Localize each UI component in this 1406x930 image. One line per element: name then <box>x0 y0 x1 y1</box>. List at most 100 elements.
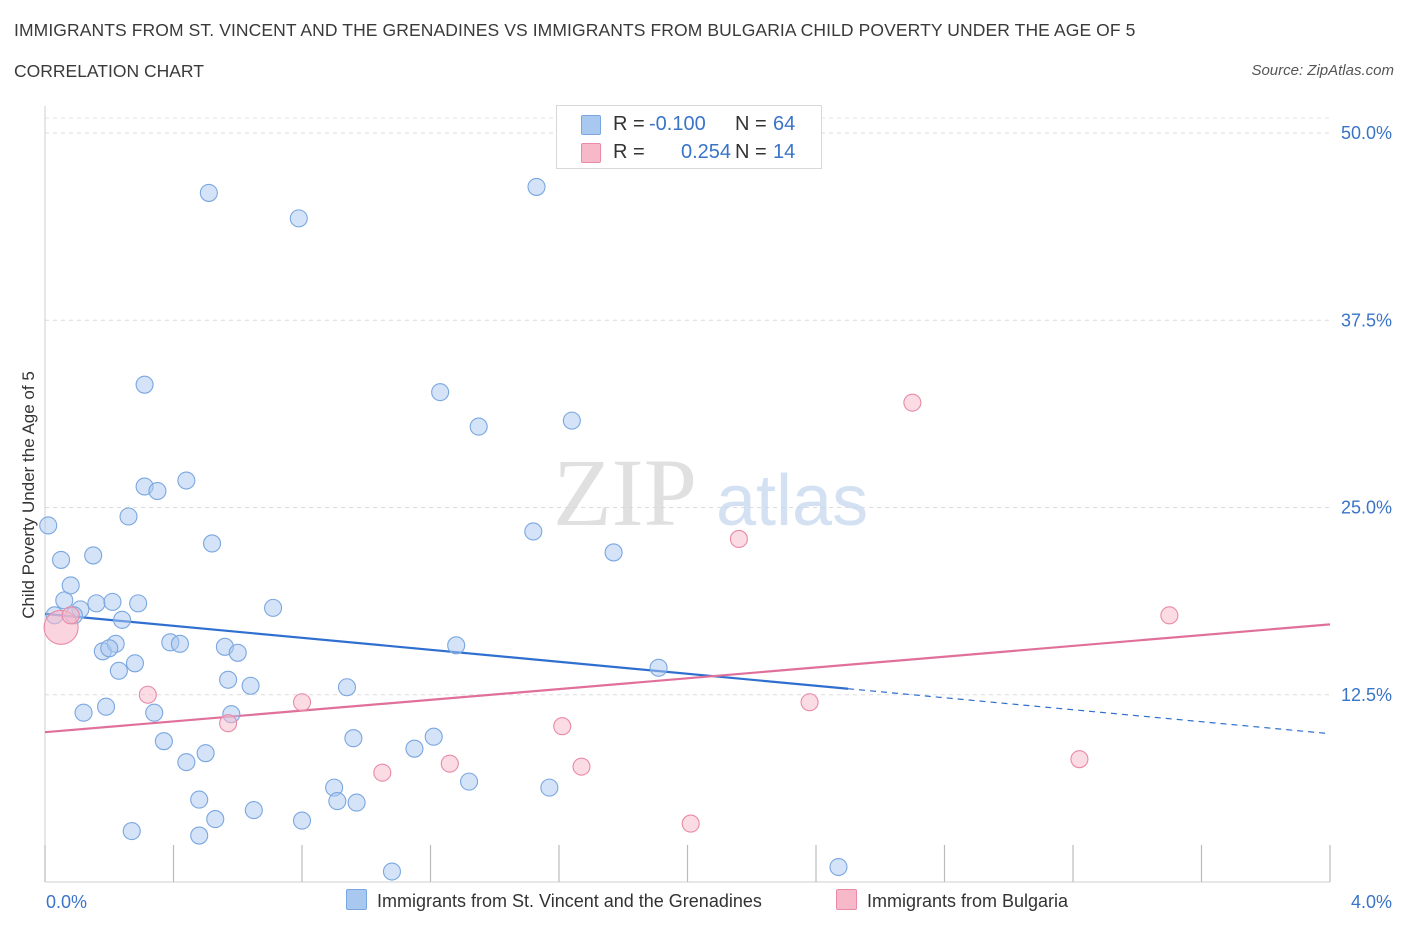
bottom-legend-label-bulgaria: Immigrants from Bulgaria <box>867 891 1069 911</box>
y-tick-label: 50.0% <box>1341 123 1392 143</box>
point-bulgaria <box>572 757 591 776</box>
point-st-vincent <box>177 753 196 772</box>
point-st-vincent <box>292 811 312 830</box>
point-bulgaria <box>61 606 80 625</box>
point-st-vincent <box>829 857 848 877</box>
point-st-vincent <box>431 383 450 402</box>
legend-r-value: 0.254 <box>681 141 732 163</box>
point-bulgaria <box>440 754 459 773</box>
x-tick-label-min: 0.0% <box>46 892 87 912</box>
y-tick-label: 25.0% <box>1341 498 1392 518</box>
point-st-vincent <box>241 676 260 695</box>
point-st-vincent <box>125 654 144 673</box>
point-st-vincent <box>119 507 138 526</box>
legend-r-label: R = <box>613 113 645 135</box>
point-bulgaria <box>903 393 922 412</box>
point-st-vincent <box>52 550 71 569</box>
point-st-vincent <box>337 678 357 697</box>
trend-line-bulgaria <box>44 623 1331 734</box>
chart-subtitle: CORRELATION CHART <box>14 61 204 81</box>
chart-title: IMMIGRANTS FROM ST. VINCENT AND THE GREN… <box>14 20 1136 40</box>
point-st-vincent <box>203 534 222 553</box>
point-st-vincent <box>55 591 74 610</box>
point-st-vincent <box>469 417 488 436</box>
point-st-vincent <box>328 792 347 811</box>
point-bulgaria <box>292 693 312 712</box>
point-st-vincent <box>87 594 106 613</box>
watermark-atlas: atlas <box>716 461 868 541</box>
legend-n-label: N = <box>735 141 767 163</box>
point-bulgaria <box>138 685 157 704</box>
point-st-vincent <box>196 744 215 763</box>
point-st-vincent <box>206 810 225 829</box>
bottom-legend-swatch-st-vincent <box>346 889 367 910</box>
bottom-legend-bulgaria: Immigrants from Bulgaria <box>836 889 1068 912</box>
point-st-vincent <box>405 739 424 758</box>
point-st-vincent <box>344 729 363 748</box>
point-st-vincent <box>109 661 128 680</box>
bottom-legend-label-st-vincent: Immigrants from St. Vincent and the Gren… <box>377 891 762 911</box>
point-st-vincent <box>39 516 58 535</box>
point-st-vincent <box>540 778 559 797</box>
point-st-vincent <box>177 471 196 490</box>
bottom-legend-st-vincent: Immigrants from St. Vincent and the Gren… <box>346 889 762 912</box>
axes <box>44 106 1331 883</box>
point-st-vincent <box>524 522 543 541</box>
point-st-vincent <box>228 643 247 662</box>
point-st-vincent <box>135 375 154 394</box>
legend-r-label: R = <box>613 141 645 163</box>
source-credit: Source: ZipAtlas.com <box>1251 62 1394 79</box>
point-st-vincent <box>148 481 167 501</box>
legend-swatch-st-vincent <box>581 115 601 135</box>
point-st-vincent <box>100 639 119 658</box>
point-bulgaria <box>729 529 748 549</box>
point-st-vincent <box>527 177 546 196</box>
y-tick-label: 37.5% <box>1341 310 1392 330</box>
point-st-vincent <box>604 543 623 562</box>
point-st-vincent <box>96 697 116 716</box>
point-st-vincent <box>244 801 263 820</box>
point-bulgaria <box>373 763 392 782</box>
point-st-vincent <box>347 793 366 812</box>
point-st-vincent <box>145 703 164 722</box>
point-st-vincent <box>264 598 283 617</box>
legend-swatch-bulgaria <box>581 143 601 163</box>
point-st-vincent <box>170 634 189 653</box>
point-st-vincent <box>129 594 148 613</box>
point-bulgaria <box>553 717 572 736</box>
watermark: ZIP atlas <box>553 439 868 546</box>
x-tick-label-max: 4.0% <box>1351 892 1392 912</box>
point-st-vincent <box>424 727 443 746</box>
point-st-vincent <box>199 183 218 202</box>
point-st-vincent <box>382 862 402 881</box>
point-bulgaria <box>219 714 238 733</box>
trend-line-st-vincent-extension <box>848 688 1331 735</box>
trend-line-st-vincent <box>44 612 849 690</box>
legend-r-value: -0.100 <box>649 113 706 135</box>
trend-lines <box>44 612 1331 735</box>
data-points <box>39 177 1179 881</box>
watermark-zip: ZIP <box>553 439 697 546</box>
point-st-vincent <box>74 703 93 722</box>
y-tick-label: 12.5% <box>1341 685 1392 705</box>
point-st-vincent <box>562 411 581 430</box>
axis-labels: 12.5% 25.0% 37.5% 50.0% 0.0% 4.0% Child Povert… <box>19 123 1392 912</box>
point-st-vincent <box>103 592 122 611</box>
point-st-vincent <box>459 772 479 791</box>
point-st-vincent <box>190 790 209 809</box>
point-st-vincent <box>84 546 103 565</box>
point-bulgaria <box>800 693 819 712</box>
point-bulgaria <box>1160 606 1179 625</box>
point-st-vincent <box>122 822 141 841</box>
point-st-vincent <box>190 826 209 845</box>
point-st-vincent <box>649 658 668 677</box>
bottom-legend-swatch-bulgaria <box>836 889 857 910</box>
point-st-vincent <box>219 670 238 689</box>
legend-n-value: 14 <box>773 141 796 163</box>
grid-lines <box>45 117 1330 696</box>
point-bulgaria <box>681 814 700 833</box>
legend-n-label: N = <box>735 113 767 135</box>
point-st-vincent <box>154 732 173 751</box>
point-st-vincent <box>447 636 466 655</box>
